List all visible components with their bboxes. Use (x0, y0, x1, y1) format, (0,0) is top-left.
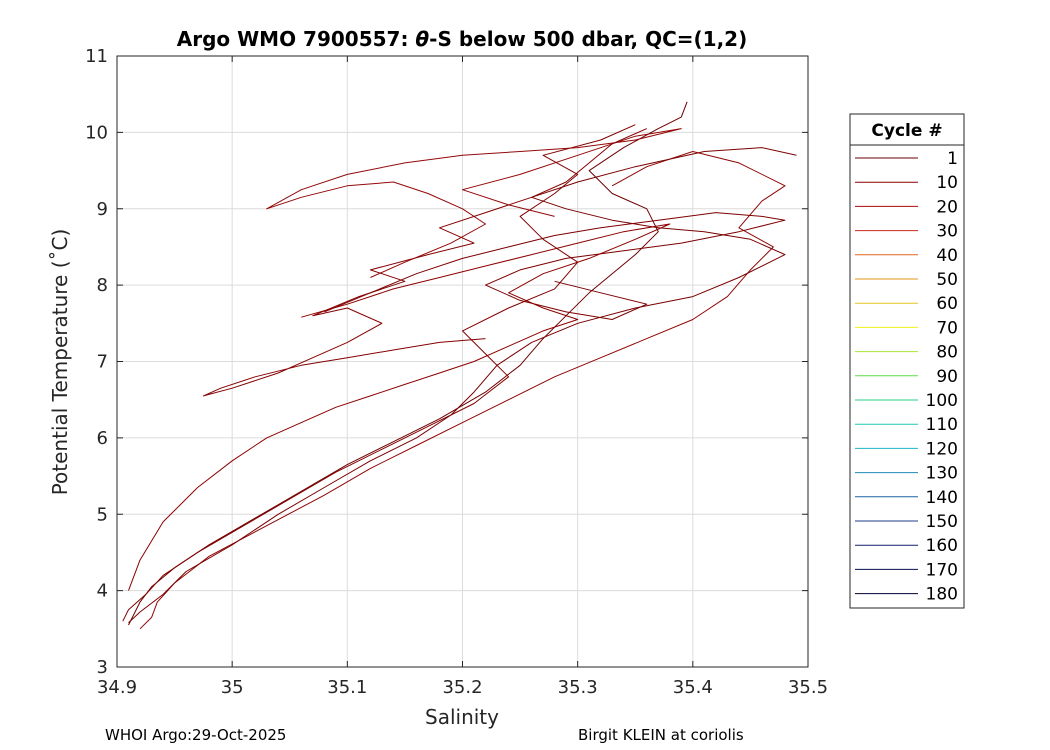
x-tick-label: 35.4 (673, 677, 713, 698)
legend-entry-label: 70 (936, 318, 958, 338)
x-tick-label: 34.9 (97, 677, 137, 698)
chart-title: Argo WMO 7900557: θ-S below 500 dbar, QC… (177, 27, 747, 51)
series-line-H (128, 223, 671, 591)
legend-entry-label: 120 (926, 439, 958, 459)
y-tick-label: 11 (85, 46, 108, 67)
legend-entries: 1102030405060708090100110120130140150160… (855, 149, 958, 605)
x-tick-label: 35 (221, 677, 244, 698)
y-tick-label: 8 (97, 275, 108, 296)
y-tick-label: 10 (85, 122, 108, 143)
series-line-E (202, 128, 648, 397)
legend-entry-label: 80 (936, 343, 958, 363)
x-tick-label: 35.1 (327, 677, 367, 698)
legend-entry-label: 110 (926, 415, 958, 435)
y-axis-label: Potential Temperature (˚C) (48, 229, 72, 496)
legend: Cycle # 11020304050607080901001101201301… (849, 113, 965, 609)
series-line-G (324, 212, 786, 320)
legend-entry-label: 180 (926, 585, 958, 605)
x-tick-label: 35.5 (788, 677, 828, 698)
series-line-D (128, 147, 797, 624)
x-tick-label: 35.3 (558, 677, 598, 698)
y-tick-label: 7 (97, 352, 108, 373)
legend-entry-label: 160 (926, 536, 958, 556)
y-tick-label: 4 (97, 581, 108, 602)
legend-entry-label: 10 (936, 173, 958, 193)
legend-title: Cycle # (871, 121, 942, 141)
series-line-F (266, 128, 682, 278)
legend-entry-label: 30 (936, 222, 958, 242)
series-line-C (139, 151, 786, 630)
legend-entry-label: 130 (926, 464, 958, 484)
y-tick-label: 6 (97, 428, 108, 449)
footer-right-credit: Birgit KLEIN at coriolis (578, 726, 744, 744)
y-tick-label: 9 (97, 199, 108, 220)
legend-entry-label: 20 (936, 197, 958, 217)
legend-entry-label: 1 (947, 149, 958, 169)
y-tick-label: 3 (97, 657, 108, 678)
legend-entry-label: 90 (936, 367, 958, 387)
legend-entry-label: 150 (926, 512, 958, 532)
x-axis-label: Salinity (425, 705, 499, 729)
legend-entry-label: 50 (936, 270, 958, 290)
legend-entry-label: 60 (936, 294, 958, 314)
y-tick-label: 5 (97, 504, 108, 525)
x-tick-label: 35.2 (442, 677, 482, 698)
legend-entry-label: 170 (926, 560, 958, 580)
y-axis-ticks: 3 4 5 6 7 8 9 10 11 (85, 46, 808, 678)
footer-left-credit: WHOI Argo:29-Oct-2025 (105, 726, 287, 744)
legend-entry-label: 100 (926, 391, 958, 411)
legend-box (849, 113, 965, 609)
legend-entry-label: 40 (936, 246, 958, 266)
legend-entry-label: 140 (926, 488, 958, 508)
data-series (122, 101, 797, 630)
grid-lines (116, 55, 809, 668)
x-axis-ticks: 34.9 35 35.1 35.2 35.3 35.4 35.5 (97, 56, 828, 698)
